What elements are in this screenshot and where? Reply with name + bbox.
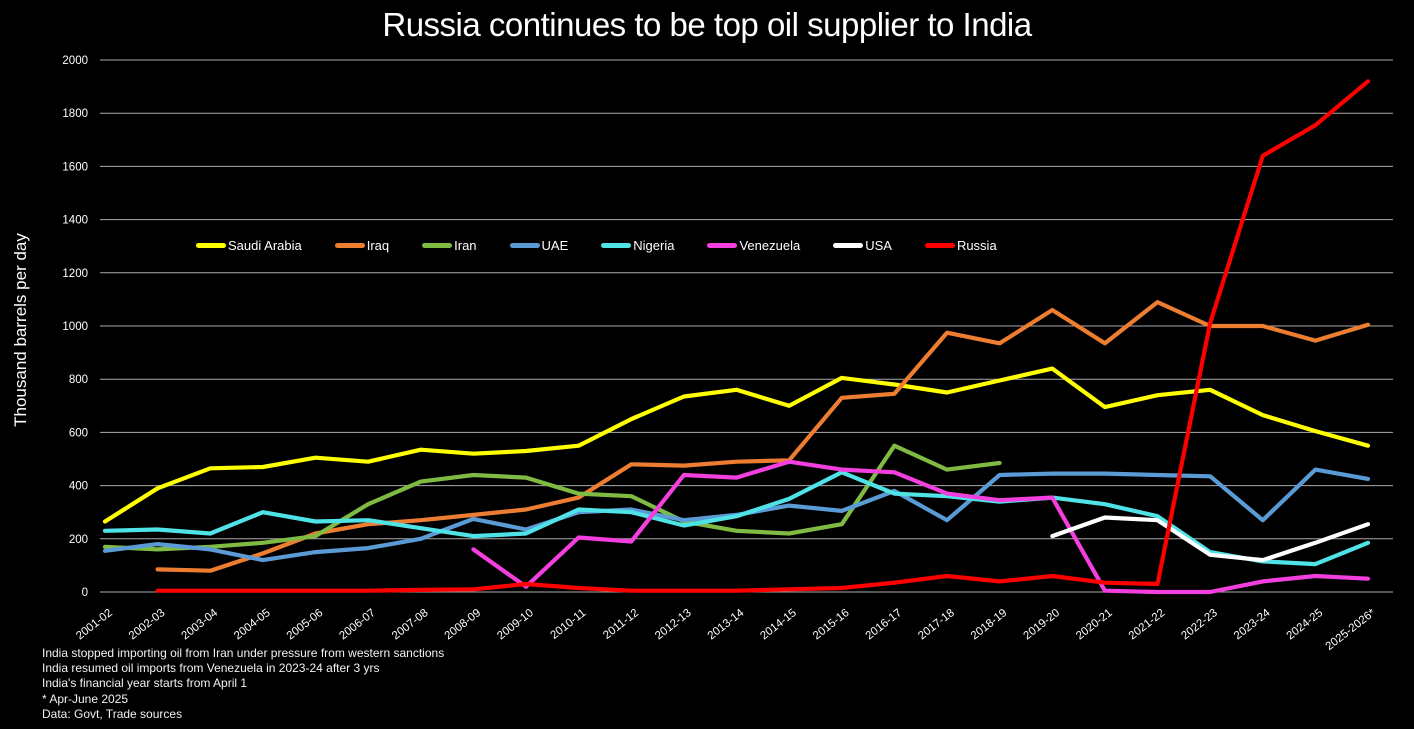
chart-title: Russia continues to be top oil supplier …	[382, 6, 1032, 43]
legend-swatch-nigeria	[601, 243, 632, 248]
legend-label-uae: UAE	[541, 238, 569, 253]
legend-swatch-usa	[833, 243, 864, 248]
y-tick-label: 1000	[62, 321, 88, 333]
series-line-russia	[155, 79, 1371, 593]
series-line-saudi-arabia	[102, 366, 1371, 524]
x-tick-label: 2016-17	[864, 607, 905, 642]
legend-label-iran: Iran	[454, 238, 477, 253]
y-tick-label: 1600	[62, 161, 88, 173]
series-line-iraq	[155, 300, 1371, 573]
series-line-nigeria	[102, 470, 1371, 567]
x-tick-label: 2024-25	[1285, 607, 1326, 642]
y-tick-label: 1800	[62, 108, 88, 120]
legend-label-iraq: Iraq	[366, 238, 390, 253]
legend-swatch-venezuela	[707, 243, 738, 248]
x-tick-label: 2004-05	[232, 607, 273, 642]
y-tick-label: 200	[69, 534, 88, 546]
footnotes: India stopped importing oil from Iran un…	[42, 646, 444, 722]
x-tick-label: 2017-18	[916, 607, 957, 642]
x-tick-label: 2006-07	[337, 607, 378, 642]
y-tick-label: 400	[69, 481, 88, 493]
footnote-asterisk: * Apr-June 2025	[42, 691, 129, 706]
footnote-data-source: Data: Govt, Trade sources	[42, 706, 183, 721]
x-tick-label: 2023-24	[1232, 607, 1273, 643]
x-tick-label: 2005-06	[285, 607, 326, 642]
x-tick-label: 2008-09	[443, 607, 484, 642]
x-tick-label: 2025-2026*	[1324, 607, 1379, 653]
series-line-usa	[1050, 515, 1371, 563]
legend-label-nigeria: Nigeria	[633, 238, 675, 253]
x-tick-label: 2002-03	[127, 607, 168, 642]
x-tick-label: 2001-02	[74, 607, 115, 642]
x-tick-label: 2009-10	[495, 607, 536, 642]
y-tick-label: 800	[69, 374, 88, 386]
y-tick-label: 2000	[62, 55, 88, 67]
x-tick-label: 2020-21	[1074, 607, 1115, 642]
x-tick-label: 2003-04	[179, 607, 220, 643]
legend-swatch-russia	[924, 243, 955, 248]
footnote-venezuela: India resumed oil imports from Venezuela…	[42, 661, 380, 676]
legend: Saudi Arabia Iraq Iran UAE Nigeria Venezuela U…	[196, 238, 997, 253]
x-tick-label: 2015-16	[811, 607, 852, 642]
y-tick-label: 600	[69, 427, 88, 439]
legend-item-russia: Russia	[924, 238, 997, 253]
series-line-venezuela	[471, 459, 1371, 595]
legend-swatch-iraq	[334, 243, 365, 248]
x-tick-label: 2007-08	[390, 607, 431, 642]
legend-item-usa: USA	[833, 238, 892, 253]
y-tick-label: 1200	[62, 268, 88, 280]
series-line-iran	[102, 443, 1002, 552]
x-tick-label: 2018-19	[969, 607, 1010, 642]
legend-item-venezuela: Venezuela	[707, 238, 800, 253]
y-tick-label: 1400	[62, 215, 88, 227]
legend-label-saudi-arabia: Saudi Arabia	[228, 238, 302, 253]
x-tick-label: 2011-12	[601, 607, 641, 642]
x-tick-label: 2013-14	[706, 607, 747, 643]
x-tick-label: 2019-20	[1021, 607, 1062, 642]
legend-item-saudi-arabia: Saudi Arabia	[196, 238, 302, 253]
legend-label-russia: Russia	[956, 238, 997, 253]
x-tick-label: 2014-15	[758, 607, 799, 642]
legend-item-uae: UAE	[509, 238, 569, 253]
footnote-iran: India stopped importing oil from Iran un…	[42, 646, 445, 660]
x-tick-label: 2010-11	[548, 607, 588, 642]
footnote-financial-year: India's financial year starts from April…	[42, 676, 248, 691]
legend-item-iran: Iran	[422, 238, 477, 253]
x-tick-label: 2012-13	[653, 607, 694, 642]
legend-swatch-iran	[422, 243, 453, 248]
legend-label-usa: USA	[865, 238, 892, 253]
legend-swatch-saudi-arabia	[196, 243, 226, 248]
legend-label-venezuela: Venezuela	[739, 238, 801, 253]
legend-item-nigeria: Nigeria	[601, 238, 674, 253]
legend-item-iraq: Iraq	[334, 238, 390, 253]
legend-swatch-uae	[509, 243, 540, 248]
x-tick-label: 2021-22	[1127, 607, 1168, 642]
y-tick-label: 0	[82, 587, 88, 599]
x-tick-label: 2022-23	[1179, 607, 1220, 642]
